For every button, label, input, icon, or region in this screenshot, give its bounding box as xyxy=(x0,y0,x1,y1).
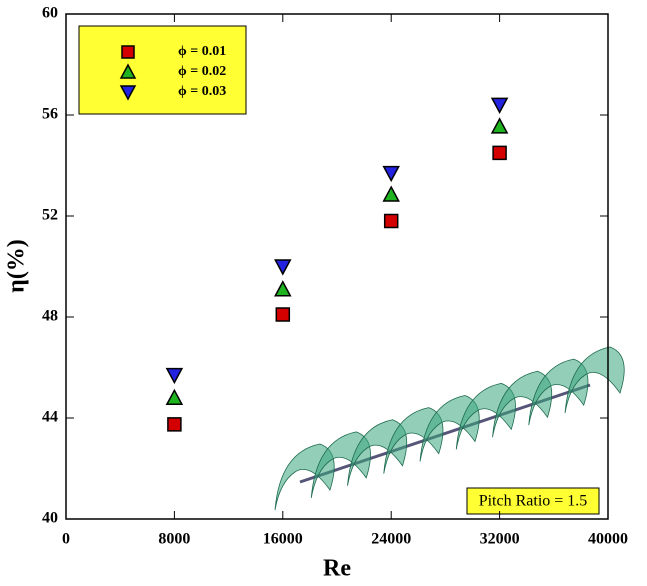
y-tick-label: 44 xyxy=(42,409,58,426)
marker xyxy=(165,388,184,406)
legend-label: ϕ = 0.01 xyxy=(178,44,226,59)
marker xyxy=(165,367,184,385)
screw-illustration xyxy=(274,346,625,511)
plot-frame xyxy=(65,13,609,520)
legend-marker xyxy=(119,63,137,79)
screw-blade xyxy=(564,346,625,414)
y-tick-label: 56 xyxy=(42,106,58,123)
y-tick-label: 40 xyxy=(42,510,58,527)
marker xyxy=(492,145,507,161)
y-axis-title: η(%) xyxy=(4,239,30,293)
marker xyxy=(274,280,292,297)
marker xyxy=(490,97,509,114)
legend-label: ϕ = 0.02 xyxy=(178,64,226,79)
marker xyxy=(167,417,182,432)
x-tick-label: 8000 xyxy=(158,531,190,548)
y-tick-label: 60 xyxy=(42,5,58,22)
x-tick-label: 40000 xyxy=(588,531,628,548)
screw-blade xyxy=(455,382,516,450)
screw-blade xyxy=(310,431,371,498)
marker xyxy=(274,259,292,276)
x-tick-label: 16000 xyxy=(263,531,303,548)
x-tick-label: 24000 xyxy=(371,531,411,548)
screw-blade xyxy=(528,358,589,426)
legend-box xyxy=(78,25,247,115)
x-tick-label: 32000 xyxy=(480,531,520,548)
screw-blade xyxy=(419,395,480,462)
marker xyxy=(275,307,291,322)
screw-blade xyxy=(383,407,444,474)
y-tick-label: 52 xyxy=(42,207,58,224)
x-tick-label: 0 xyxy=(62,531,70,548)
screw-blade xyxy=(274,443,335,511)
screw-blade xyxy=(347,419,408,486)
annotation: Pitch Ratio = 1.5 xyxy=(479,493,588,510)
legend-marker xyxy=(119,85,137,101)
x-axis-title: Re xyxy=(323,556,351,582)
screw-blade xyxy=(492,370,553,438)
marker xyxy=(383,213,399,229)
legend-label: ϕ = 0.03 xyxy=(178,84,226,99)
marker xyxy=(382,185,400,202)
marker xyxy=(382,165,400,183)
legend-marker xyxy=(121,45,135,59)
marker xyxy=(490,117,509,134)
y-tick-label: 48 xyxy=(42,308,58,325)
annotation-box xyxy=(466,487,600,515)
